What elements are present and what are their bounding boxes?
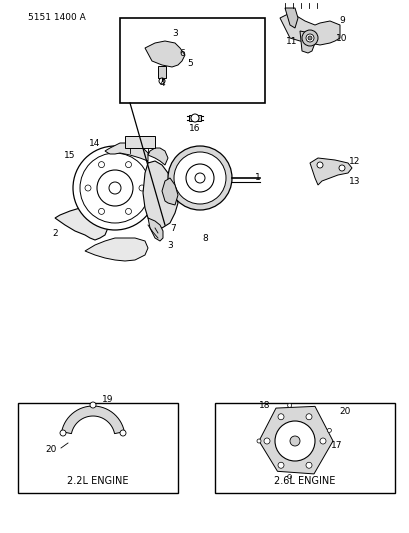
Polygon shape (145, 41, 184, 67)
Circle shape (274, 421, 314, 461)
Circle shape (287, 474, 291, 479)
Bar (18, 403, 178, 493)
Circle shape (186, 164, 213, 192)
Circle shape (125, 208, 131, 214)
Circle shape (316, 162, 322, 168)
Circle shape (97, 170, 133, 206)
Circle shape (159, 78, 164, 84)
Circle shape (305, 414, 311, 420)
Bar (120, 18, 264, 103)
Polygon shape (162, 178, 178, 205)
Polygon shape (189, 115, 200, 121)
Text: 5151 1400 A: 5151 1400 A (28, 13, 85, 22)
Text: 16: 16 (189, 124, 200, 133)
Polygon shape (148, 148, 168, 165)
Polygon shape (61, 406, 124, 434)
Text: 4: 4 (159, 78, 164, 87)
Circle shape (263, 438, 270, 444)
Circle shape (173, 152, 225, 204)
Circle shape (277, 462, 283, 469)
Polygon shape (258, 406, 332, 474)
Text: 18: 18 (258, 401, 270, 410)
Bar (214, 403, 394, 493)
Text: 20: 20 (45, 446, 56, 455)
Circle shape (90, 402, 96, 408)
Circle shape (256, 439, 261, 443)
Circle shape (60, 430, 66, 436)
Circle shape (191, 114, 198, 122)
Polygon shape (299, 31, 314, 53)
Text: 9: 9 (338, 15, 344, 25)
Circle shape (109, 182, 121, 194)
Circle shape (305, 462, 311, 469)
Text: 2.6L ENGINE: 2.6L ENGINE (274, 476, 335, 486)
Text: 11: 11 (285, 36, 297, 45)
Text: 14: 14 (89, 139, 101, 148)
Polygon shape (55, 205, 110, 240)
Text: 1: 1 (254, 173, 260, 182)
Circle shape (80, 153, 150, 223)
Text: 19: 19 (102, 395, 113, 405)
Text: 12: 12 (348, 157, 360, 166)
Circle shape (301, 30, 317, 46)
Circle shape (139, 185, 145, 191)
Polygon shape (143, 161, 178, 228)
Polygon shape (105, 143, 148, 161)
Circle shape (195, 173, 204, 183)
Bar (125, 136, 155, 148)
Circle shape (327, 429, 330, 432)
Polygon shape (148, 218, 163, 241)
Circle shape (98, 161, 104, 167)
Circle shape (168, 146, 231, 210)
Text: 7: 7 (170, 223, 175, 232)
Polygon shape (85, 238, 148, 261)
Text: 6: 6 (179, 49, 184, 58)
Polygon shape (309, 158, 351, 185)
Text: 8: 8 (202, 233, 207, 243)
Circle shape (120, 430, 126, 436)
Circle shape (85, 185, 91, 191)
Circle shape (98, 208, 104, 214)
Text: 20: 20 (339, 407, 350, 416)
Text: 2.2L ENGINE: 2.2L ENGINE (67, 476, 128, 486)
Polygon shape (279, 13, 339, 45)
Circle shape (277, 414, 283, 420)
Circle shape (73, 146, 157, 230)
Text: 3: 3 (172, 28, 178, 37)
Text: 15: 15 (64, 150, 76, 159)
Circle shape (125, 161, 131, 167)
Circle shape (307, 36, 311, 40)
Text: 3: 3 (167, 240, 173, 249)
Text: 2: 2 (52, 229, 58, 238)
Text: 10: 10 (335, 34, 347, 43)
Polygon shape (284, 8, 297, 28)
Circle shape (287, 403, 291, 407)
Circle shape (319, 438, 325, 444)
Circle shape (305, 34, 313, 42)
Bar (157, 66, 166, 78)
Text: 5: 5 (187, 59, 192, 68)
Circle shape (289, 436, 299, 446)
Text: 17: 17 (330, 441, 342, 450)
Text: 13: 13 (348, 176, 360, 185)
Circle shape (338, 165, 344, 171)
